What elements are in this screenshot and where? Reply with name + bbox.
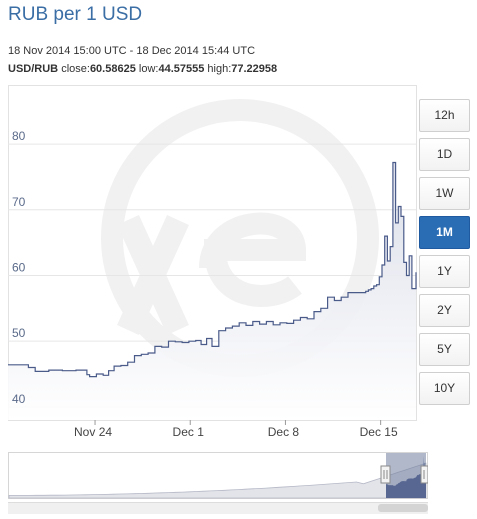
- page-title: RUB per 1 USD: [8, 4, 143, 25]
- navigator[interactable]: [8, 452, 428, 502]
- scrollbar-track[interactable]: [8, 502, 428, 514]
- series-line: [8, 161, 417, 378]
- x-tick-label: Dec 1: [173, 425, 205, 439]
- range-button-1w[interactable]: 1W: [419, 177, 470, 210]
- currency-pair: USD/RUB: [8, 63, 59, 75]
- x-tick-label: Nov 24: [74, 425, 112, 439]
- range-button-1m[interactable]: 1M: [419, 216, 470, 249]
- navigator-left-handle[interactable]: [380, 465, 391, 484]
- y-tick-label: 50: [12, 326, 26, 340]
- navigator-right-handle[interactable]: [420, 465, 428, 484]
- navigator-area: [8, 462, 427, 499]
- range-button-10y[interactable]: 10Y: [419, 372, 470, 405]
- high-value: 77.22958: [231, 63, 278, 75]
- series-area: [8, 162, 416, 420]
- y-tick-label: 70: [12, 195, 26, 209]
- date-range: 18 Nov 2014 15:00 UTC - 18 Dec 2014 15:4…: [8, 45, 256, 57]
- y-tick-label: 60: [12, 260, 26, 274]
- x-tick-label: Dec 8: [268, 425, 300, 439]
- range-button-5y[interactable]: 5Y: [419, 333, 470, 366]
- range-button-1y[interactable]: 1Y: [419, 255, 470, 288]
- range-button-2y[interactable]: 2Y: [419, 294, 470, 327]
- x-axis-ticks: Nov 24 Dec 1 Dec 8 Dec 15: [74, 420, 398, 439]
- close-value: 60.58625: [89, 63, 136, 75]
- range-button-12h[interactable]: 12h: [419, 99, 470, 132]
- rate-chart: 40 50 60 70 80 Nov 24 Dec 1 Dec 8 Dec 15: [8, 85, 417, 439]
- low-label: low:: [138, 63, 159, 75]
- rate-stats: USD/RUB close:60.58625 low:44.57555 high…: [8, 63, 277, 75]
- y-axis-ticks: 40 50 60 70 80: [12, 129, 26, 406]
- y-tick-label: 80: [12, 129, 26, 143]
- high-label: high:: [207, 63, 232, 75]
- scrollbar-thumb[interactable]: [378, 504, 428, 512]
- navigator-selected-area: [386, 456, 426, 498]
- range-buttons: 12h 1D 1W 1M 1Y 2Y 5Y 10Y: [419, 99, 470, 411]
- x-tick-label: Dec 15: [360, 425, 398, 439]
- close-label: close:: [61, 63, 90, 75]
- range-button-1d[interactable]: 1D: [419, 138, 470, 171]
- low-value: 44.57555: [158, 63, 205, 75]
- y-tick-label: 40: [12, 392, 26, 406]
